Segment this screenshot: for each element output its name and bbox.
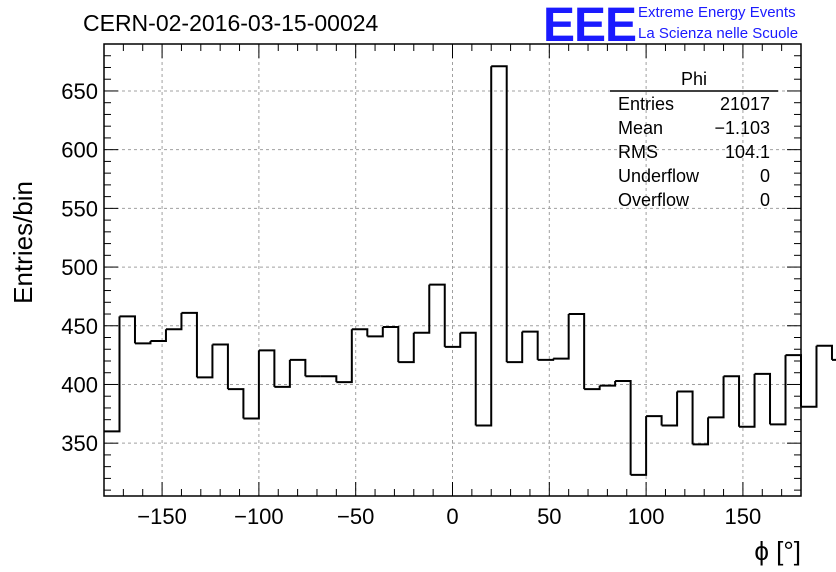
histogram-bin bbox=[429, 283, 446, 347]
stats-row-value: 0 bbox=[760, 166, 770, 186]
page-title: CERN-02-2016-03-15-00024 bbox=[83, 10, 379, 36]
histogram-bin bbox=[212, 343, 229, 390]
stats-row-value: 104.1 bbox=[725, 142, 770, 162]
stats-row-value: −1.103 bbox=[714, 118, 770, 138]
y-axis-title: Entries/bin bbox=[8, 181, 38, 304]
histogram-bin bbox=[274, 359, 291, 388]
y-tick-label: 350 bbox=[61, 431, 98, 456]
histogram-bin bbox=[568, 313, 586, 390]
histogram-bin bbox=[599, 380, 617, 387]
stats-row-label: Overflow bbox=[618, 190, 690, 210]
histogram-bin bbox=[258, 349, 276, 387]
x-tick-label: 0 bbox=[446, 504, 458, 529]
histogram-bin bbox=[289, 358, 307, 377]
histogram-bin bbox=[367, 326, 384, 338]
histogram-bin bbox=[104, 316, 121, 433]
histogram-bin bbox=[646, 415, 663, 426]
histogram-bin bbox=[506, 331, 524, 364]
histogram-bin bbox=[816, 344, 833, 360]
x-tick-label: 50 bbox=[537, 504, 561, 529]
histogram-bin bbox=[491, 65, 508, 363]
histogram-bin bbox=[677, 390, 694, 445]
x-tick-label: −150 bbox=[137, 504, 187, 529]
y-tick-label: 400 bbox=[61, 372, 98, 397]
histogram-bin bbox=[785, 354, 802, 407]
x-tick-label: −100 bbox=[234, 504, 284, 529]
stats-row-label: Entries bbox=[618, 94, 674, 114]
histogram-bin bbox=[630, 416, 648, 476]
histogram-bin bbox=[723, 375, 741, 427]
x-tick-label: 150 bbox=[725, 504, 762, 529]
stats-row-label: RMS bbox=[618, 142, 658, 162]
histogram-bin bbox=[413, 284, 431, 334]
stats-box-title: Phi bbox=[681, 69, 707, 89]
histogram-bin bbox=[708, 376, 725, 419]
x-tick-label: 100 bbox=[628, 504, 665, 529]
stats-row-label: Underflow bbox=[618, 166, 700, 186]
histogram-bin bbox=[475, 66, 493, 427]
x-axis-title: ϕ [°] bbox=[754, 536, 801, 566]
histogram-bin bbox=[320, 375, 338, 383]
y-tick-label: 600 bbox=[61, 138, 98, 163]
stats-row-value: 21017 bbox=[720, 94, 770, 114]
histogram-bin bbox=[336, 329, 353, 384]
histogram-bin bbox=[351, 328, 369, 337]
histogram-bars bbox=[104, 65, 836, 476]
histogram-bin bbox=[754, 372, 772, 425]
stats-box: Phi Entries 21017 Mean −1.103 RMS 104.1 Underfl… bbox=[610, 69, 778, 210]
eee-logo-line1: Extreme Energy Events bbox=[638, 4, 796, 21]
histogram-bin bbox=[119, 315, 136, 344]
y-tick-label: 550 bbox=[61, 196, 98, 221]
y-tick-label: 450 bbox=[61, 314, 98, 339]
histogram-bin bbox=[227, 388, 245, 419]
histogram-bin bbox=[692, 417, 710, 446]
grid-layer bbox=[104, 44, 801, 496]
histogram-bin bbox=[553, 314, 570, 360]
y-tick-label: 650 bbox=[61, 79, 98, 104]
histogram-bin bbox=[739, 373, 756, 428]
histogram-bin bbox=[398, 332, 415, 364]
y-tick-label: 500 bbox=[61, 255, 98, 280]
histogram-bin bbox=[243, 350, 260, 420]
histogram-bin bbox=[150, 329, 167, 343]
histogram-bin bbox=[770, 355, 787, 426]
stats-row-value: 0 bbox=[760, 190, 770, 210]
histogram-bin bbox=[537, 358, 555, 361]
histogram-bin bbox=[196, 344, 214, 379]
histogram-bin bbox=[165, 312, 183, 331]
stats-row-label: Mean bbox=[618, 118, 663, 138]
histogram-bin bbox=[831, 358, 836, 361]
x-tick-label: −50 bbox=[337, 504, 374, 529]
histogram-bin bbox=[181, 311, 198, 378]
eee-logo-line2: La Scienza nelle Scuole bbox=[638, 25, 799, 42]
histogram-bin bbox=[661, 391, 679, 427]
histogram-bin bbox=[522, 330, 539, 360]
histogram-bin bbox=[382, 325, 400, 363]
histogram-bin bbox=[460, 331, 477, 426]
histogram-bin bbox=[801, 345, 818, 408]
histogram-bin bbox=[584, 385, 601, 391]
histogram-bin bbox=[134, 341, 152, 345]
axis-ticks: −150 −100 −50 0 50 100 150 350 400 450 500 550 600 65… bbox=[61, 43, 802, 529]
histogram-bin bbox=[444, 332, 462, 348]
histogram-bin bbox=[615, 379, 632, 475]
